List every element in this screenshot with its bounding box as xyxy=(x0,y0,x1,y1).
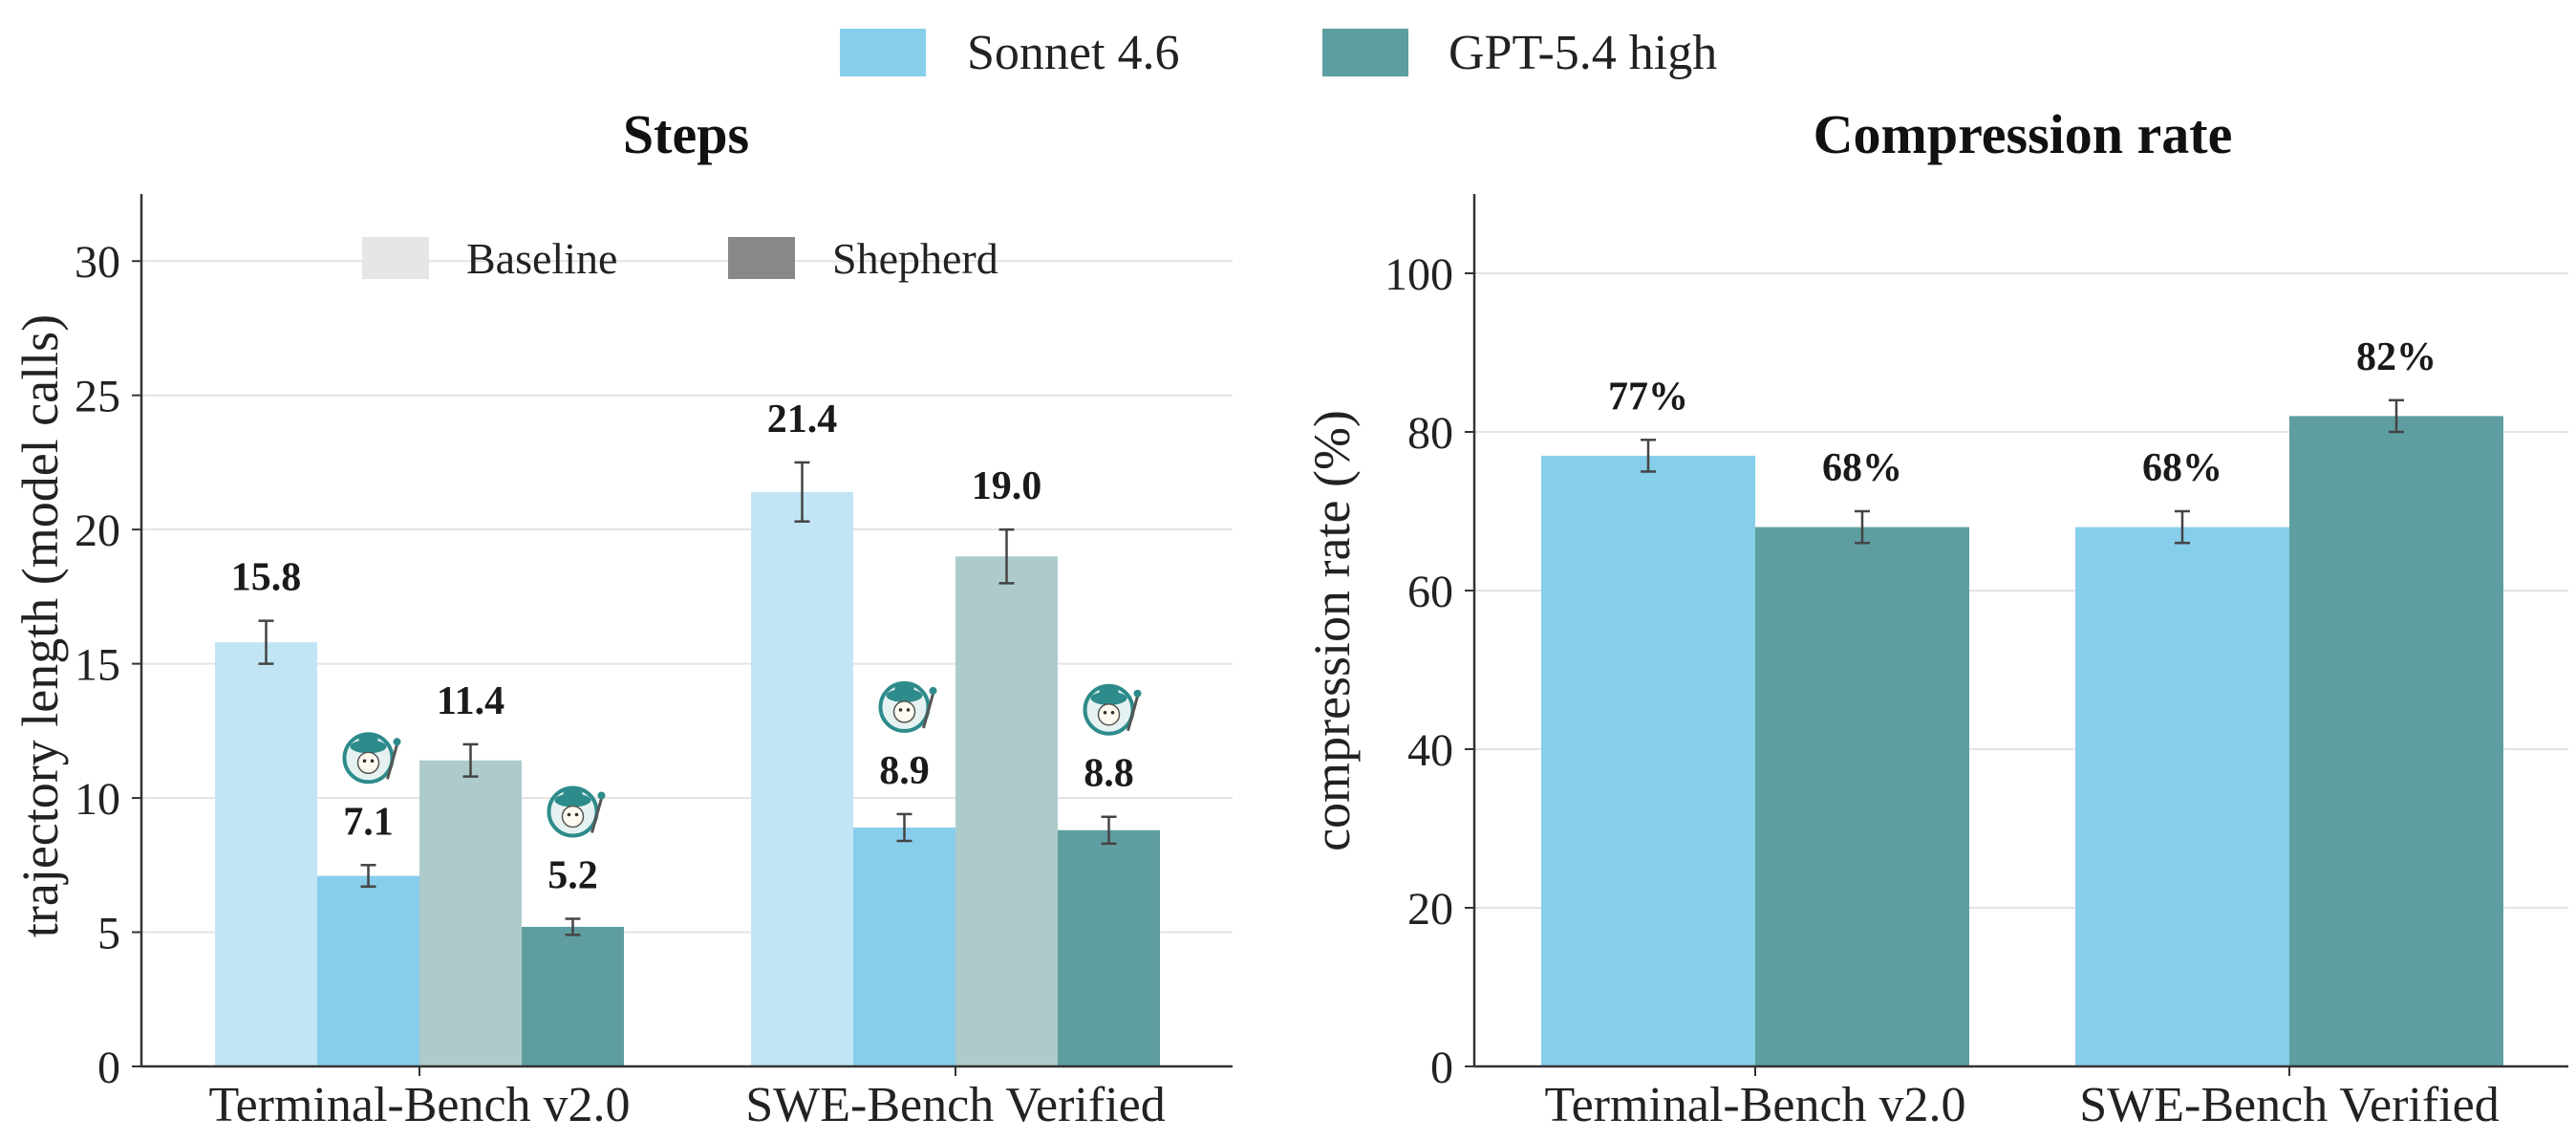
bar xyxy=(2289,416,2503,1066)
data-label: 82% xyxy=(2356,335,2436,379)
legend-swatch-gpt xyxy=(1322,29,1408,76)
error-bar xyxy=(360,864,376,889)
steps-y-axis-label: trajectory length (model calls) xyxy=(11,314,69,937)
data-label: 77% xyxy=(1608,375,1688,419)
y-tick-label: 60 xyxy=(1407,567,1453,617)
error-bar xyxy=(896,812,912,843)
y-tick-label: 0 xyxy=(1430,1043,1453,1093)
data-label: 68% xyxy=(2142,446,2222,490)
legend-swatch-baseline xyxy=(362,237,429,279)
data-label: 5.2 xyxy=(547,853,598,897)
error-bar xyxy=(1641,439,1656,473)
bar xyxy=(853,827,955,1066)
y-tick-label: 80 xyxy=(1407,408,1453,459)
y-tick-label: 100 xyxy=(1385,249,1453,300)
bar xyxy=(317,875,419,1066)
error-bar xyxy=(462,742,479,778)
shepherd-icon xyxy=(878,680,937,733)
shepherd-icon xyxy=(342,732,401,785)
error-bar xyxy=(2175,509,2190,545)
compression-title: Compression rate xyxy=(1814,103,2233,165)
variant-legend: Baseline Shepherd xyxy=(362,234,998,283)
bar xyxy=(419,760,522,1066)
error-bar xyxy=(258,619,274,665)
error-bar xyxy=(1855,509,1870,545)
steps-panel: Steps trajectory length (model calls) 15… xyxy=(11,103,1233,1132)
y-tick-label: 30 xyxy=(75,237,120,288)
bar xyxy=(1058,829,1160,1066)
bar xyxy=(751,491,853,1066)
y-tick-label: 20 xyxy=(75,505,120,556)
error-bar xyxy=(565,917,581,936)
model-legend: Sonnet 4.6 GPT-5.4 high xyxy=(840,26,1717,80)
y-tick-label: 20 xyxy=(1407,884,1453,935)
y-tick-label: 5 xyxy=(97,909,120,959)
data-label: 8.9 xyxy=(879,749,930,793)
y-tick-label: 40 xyxy=(1407,725,1453,776)
data-label: 19.0 xyxy=(972,464,1042,508)
data-label: 15.8 xyxy=(231,556,302,600)
data-label: 21.4 xyxy=(767,398,838,441)
y-tick-label: 15 xyxy=(75,640,120,691)
y-tick-label: 25 xyxy=(75,372,120,422)
error-bar xyxy=(1101,815,1117,846)
x-tick-label: Terminal-Bench v2.0 xyxy=(208,1078,630,1132)
x-tick-label: Terminal-Bench v2.0 xyxy=(1544,1078,1965,1132)
bar xyxy=(1541,455,1755,1066)
legend-swatch-shepherd xyxy=(728,237,795,279)
legend-swatch-sonnet xyxy=(840,29,926,76)
bar xyxy=(1755,527,1969,1066)
compression-y-axis-label: compression rate (%) xyxy=(1303,410,1361,851)
data-label: 68% xyxy=(1822,446,1902,490)
legend-label-shepherd: Shepherd xyxy=(832,234,998,283)
legend-label-gpt: GPT-5.4 high xyxy=(1449,26,1717,80)
error-bar xyxy=(2389,398,2404,434)
compression-panel: Compression rate compression rate (%) 77… xyxy=(1303,103,2568,1132)
legend-label-sonnet: Sonnet 4.6 xyxy=(967,26,1179,80)
error-bar xyxy=(794,461,810,523)
x-tick-label: SWE-Bench Verified xyxy=(2079,1078,2499,1132)
y-tick-label: 0 xyxy=(97,1043,120,1093)
error-bar xyxy=(998,527,1015,585)
bar xyxy=(2075,527,2289,1066)
legend-label-baseline: Baseline xyxy=(466,234,617,283)
data-label: 7.1 xyxy=(343,800,394,844)
bar xyxy=(215,642,317,1066)
data-label: 8.8 xyxy=(1084,752,1134,796)
x-tick-label: SWE-Bench Verified xyxy=(745,1078,1165,1132)
y-tick-label: 10 xyxy=(75,774,120,825)
bar xyxy=(522,926,624,1066)
shepherd-icon xyxy=(1083,683,1142,736)
data-label: 11.4 xyxy=(437,679,504,723)
steps-title: Steps xyxy=(623,103,749,165)
bar xyxy=(955,556,1058,1066)
shepherd-icon xyxy=(547,785,606,838)
